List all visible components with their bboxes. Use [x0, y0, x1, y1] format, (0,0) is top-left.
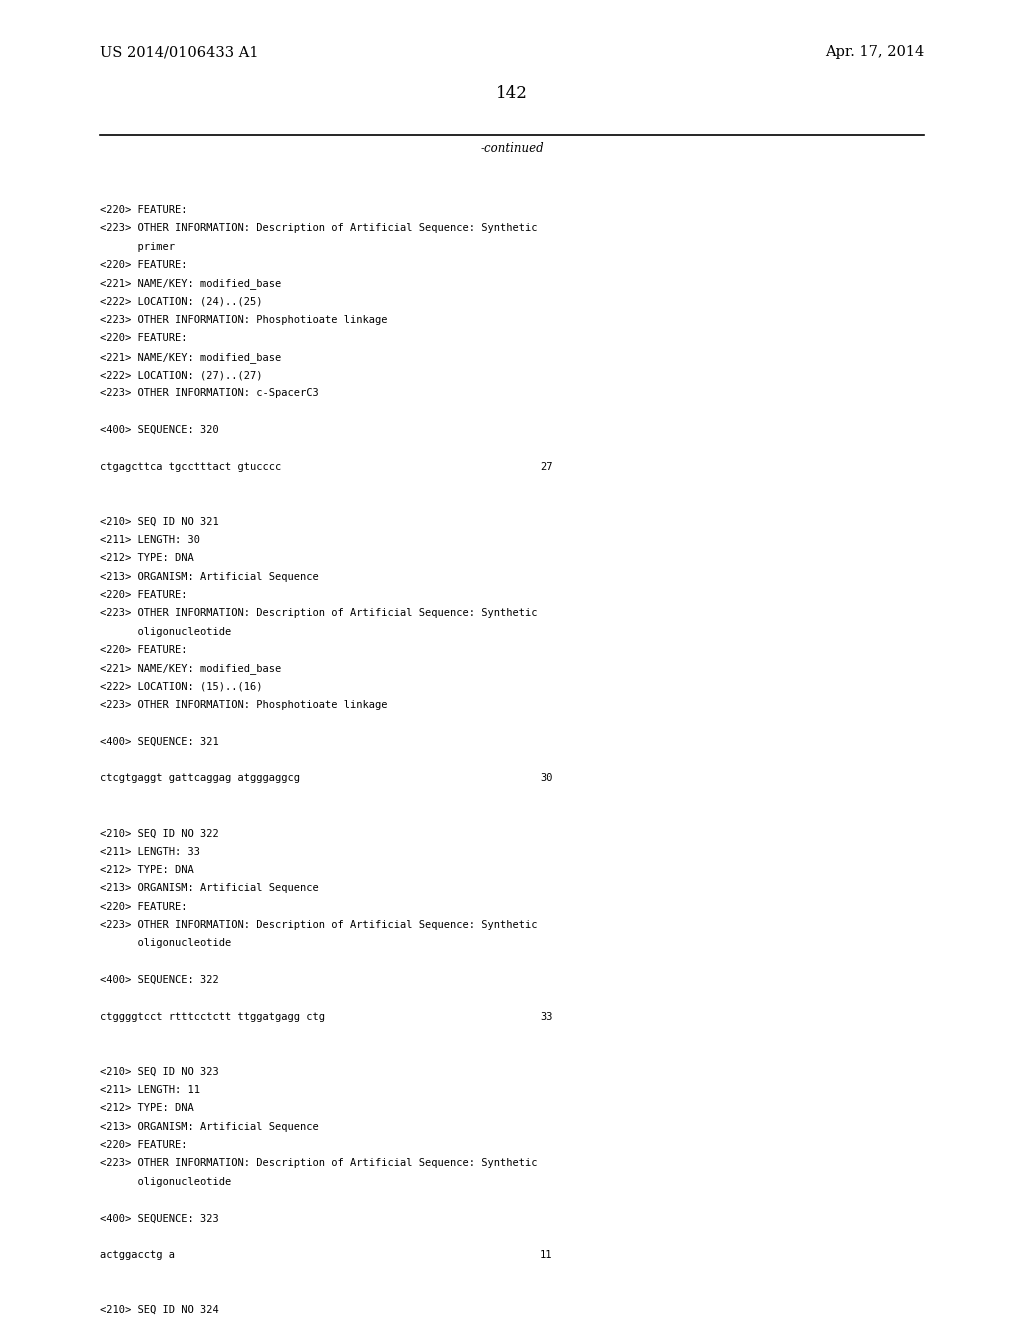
Text: <222> LOCATION: (24)..(25): <222> LOCATION: (24)..(25): [100, 297, 262, 306]
Text: <221> NAME/KEY: modified_base: <221> NAME/KEY: modified_base: [100, 279, 282, 289]
Text: 142: 142: [496, 84, 528, 102]
Text: ctcgtgaggt gattcaggag atgggaggcg: ctcgtgaggt gattcaggag atgggaggcg: [100, 774, 300, 783]
Text: <211> LENGTH: 11: <211> LENGTH: 11: [100, 1085, 200, 1096]
Text: <220> FEATURE:: <220> FEATURE:: [100, 205, 187, 215]
Text: <213> ORGANISM: Artificial Sequence: <213> ORGANISM: Artificial Sequence: [100, 1122, 318, 1131]
Text: <223> OTHER INFORMATION: c-SpacerC3: <223> OTHER INFORMATION: c-SpacerC3: [100, 388, 318, 399]
Text: <212> TYPE: DNA: <212> TYPE: DNA: [100, 865, 194, 875]
Text: <220> FEATURE:: <220> FEATURE:: [100, 902, 187, 912]
Text: ctgagcttca tgcctttact gtucccc: ctgagcttca tgcctttact gtucccc: [100, 462, 282, 471]
Text: <210> SEQ ID NO 322: <210> SEQ ID NO 322: [100, 829, 219, 838]
Text: 30: 30: [540, 774, 553, 783]
Text: <210> SEQ ID NO 324: <210> SEQ ID NO 324: [100, 1305, 219, 1315]
Text: <220> FEATURE:: <220> FEATURE:: [100, 1140, 187, 1150]
Text: <221> NAME/KEY: modified_base: <221> NAME/KEY: modified_base: [100, 351, 282, 363]
Text: <400> SEQUENCE: 322: <400> SEQUENCE: 322: [100, 975, 219, 985]
Text: oligonucleotide: oligonucleotide: [100, 1176, 231, 1187]
Text: US 2014/0106433 A1: US 2014/0106433 A1: [100, 45, 258, 59]
Text: <213> ORGANISM: Artificial Sequence: <213> ORGANISM: Artificial Sequence: [100, 883, 318, 894]
Text: <220> FEATURE:: <220> FEATURE:: [100, 334, 187, 343]
Text: <223> OTHER INFORMATION: Phosphotioate linkage: <223> OTHER INFORMATION: Phosphotioate l…: [100, 700, 387, 710]
Text: primer: primer: [100, 242, 175, 252]
Text: 27: 27: [540, 462, 553, 471]
Text: <223> OTHER INFORMATION: Description of Artificial Sequence: Synthetic: <223> OTHER INFORMATION: Description of …: [100, 223, 538, 234]
Text: -continued: -continued: [480, 143, 544, 154]
Text: <211> LENGTH: 33: <211> LENGTH: 33: [100, 846, 200, 857]
Text: Apr. 17, 2014: Apr. 17, 2014: [824, 45, 924, 59]
Text: <210> SEQ ID NO 321: <210> SEQ ID NO 321: [100, 516, 219, 527]
Text: <220> FEATURE:: <220> FEATURE:: [100, 260, 187, 271]
Text: <222> LOCATION: (27)..(27): <222> LOCATION: (27)..(27): [100, 370, 262, 380]
Text: <223> OTHER INFORMATION: Description of Artificial Sequence: Synthetic: <223> OTHER INFORMATION: Description of …: [100, 1159, 538, 1168]
Text: <212> TYPE: DNA: <212> TYPE: DNA: [100, 1104, 194, 1113]
Text: <223> OTHER INFORMATION: Phosphotioate linkage: <223> OTHER INFORMATION: Phosphotioate l…: [100, 315, 387, 325]
Text: <221> NAME/KEY: modified_base: <221> NAME/KEY: modified_base: [100, 664, 282, 675]
Text: <210> SEQ ID NO 323: <210> SEQ ID NO 323: [100, 1067, 219, 1077]
Text: <400> SEQUENCE: 323: <400> SEQUENCE: 323: [100, 1213, 219, 1224]
Text: <212> TYPE: DNA: <212> TYPE: DNA: [100, 553, 194, 564]
Text: <223> OTHER INFORMATION: Description of Artificial Sequence: Synthetic: <223> OTHER INFORMATION: Description of …: [100, 609, 538, 618]
Text: oligonucleotide: oligonucleotide: [100, 627, 231, 636]
Text: <222> LOCATION: (15)..(16): <222> LOCATION: (15)..(16): [100, 681, 262, 692]
Text: 33: 33: [540, 1011, 553, 1022]
Text: <213> ORGANISM: Artificial Sequence: <213> ORGANISM: Artificial Sequence: [100, 572, 318, 582]
Text: <223> OTHER INFORMATION: Description of Artificial Sequence: Synthetic: <223> OTHER INFORMATION: Description of …: [100, 920, 538, 931]
Text: ctggggtcct rtttcctctt ttggatgagg ctg: ctggggtcct rtttcctctt ttggatgagg ctg: [100, 1011, 325, 1022]
Text: <220> FEATURE:: <220> FEATURE:: [100, 590, 187, 601]
Text: <211> LENGTH: 30: <211> LENGTH: 30: [100, 535, 200, 545]
Text: actggacctg a: actggacctg a: [100, 1250, 175, 1261]
Text: 11: 11: [540, 1250, 553, 1261]
Text: oligonucleotide: oligonucleotide: [100, 939, 231, 948]
Text: <220> FEATURE:: <220> FEATURE:: [100, 645, 187, 655]
Text: <400> SEQUENCE: 320: <400> SEQUENCE: 320: [100, 425, 219, 436]
Text: <400> SEQUENCE: 321: <400> SEQUENCE: 321: [100, 737, 219, 747]
